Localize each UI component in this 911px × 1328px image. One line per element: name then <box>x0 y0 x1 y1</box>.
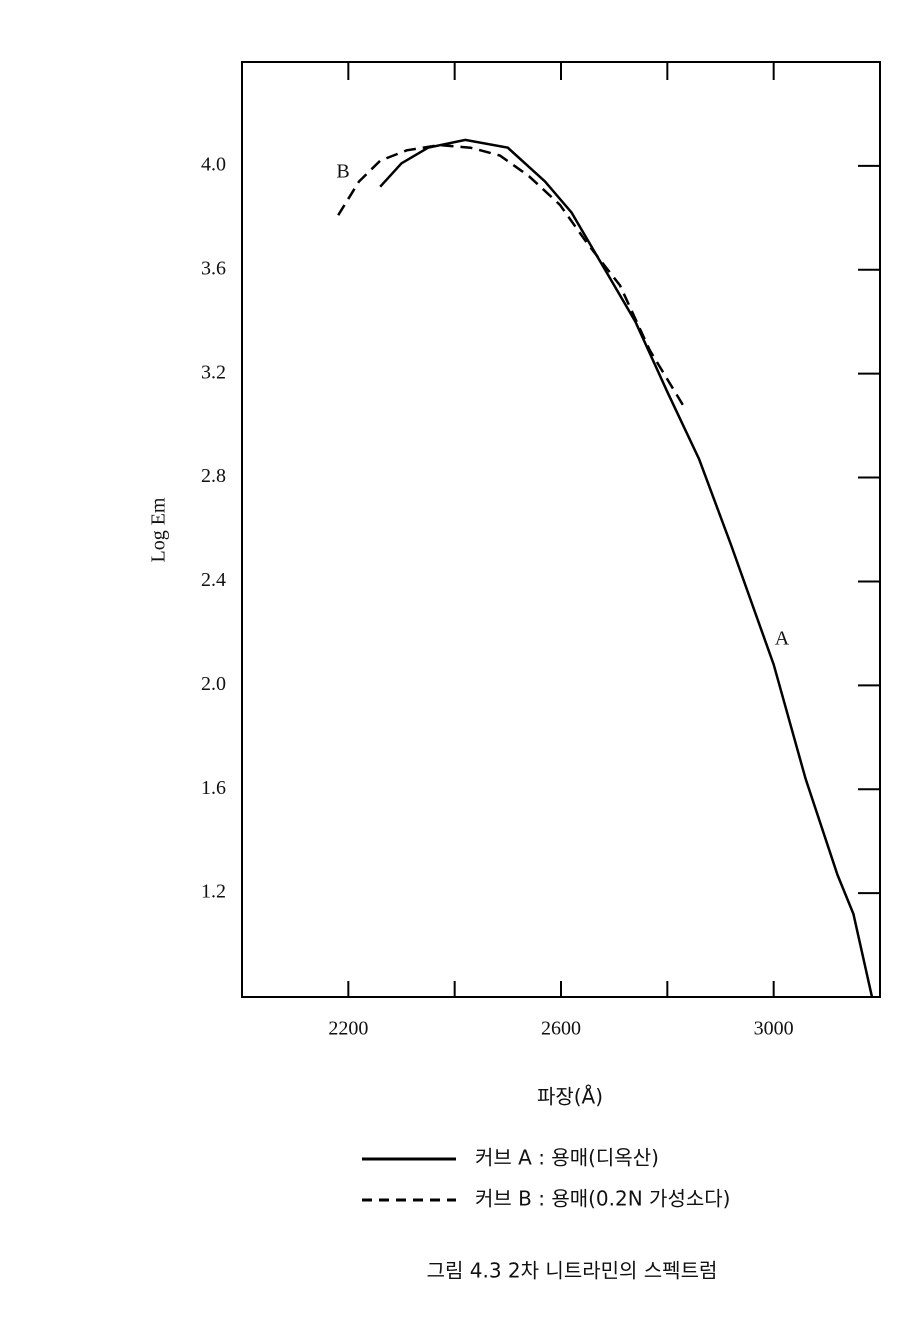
caption: 그림 4.3 2차 니트라민의 스펙트럼 <box>427 1259 718 1283</box>
plot-frame <box>241 61 881 998</box>
y-tick-label: 1.2 <box>201 881 226 903</box>
y-tick-label: 2.4 <box>201 569 226 591</box>
y-tick-label: 3.2 <box>201 361 226 383</box>
y-tick-label: 3.6 <box>201 257 226 279</box>
legend-label: 커브 A : 용매(디옥산) <box>475 1146 659 1170</box>
series-line <box>379 138 874 998</box>
y-tick-label: 2.8 <box>201 465 226 487</box>
y-tick-label: 2.0 <box>201 673 226 695</box>
x-tick-label: 2200 <box>328 1018 368 1040</box>
curve-label: A <box>775 628 790 650</box>
x-tick-label: 3000 <box>754 1018 794 1040</box>
legend-label: 커브 B : 용매(0.2N 가성소다) <box>475 1187 730 1211</box>
y-axis-label: Log Em <box>148 497 170 562</box>
series-line <box>337 143 684 406</box>
curve-label: B <box>336 161 349 183</box>
x-axis-label: 파장(Å) <box>537 1085 603 1109</box>
y-tick-label: 1.6 <box>201 777 226 799</box>
x-tick-label: 2600 <box>541 1018 581 1040</box>
y-tick-label: 4.0 <box>201 153 226 175</box>
